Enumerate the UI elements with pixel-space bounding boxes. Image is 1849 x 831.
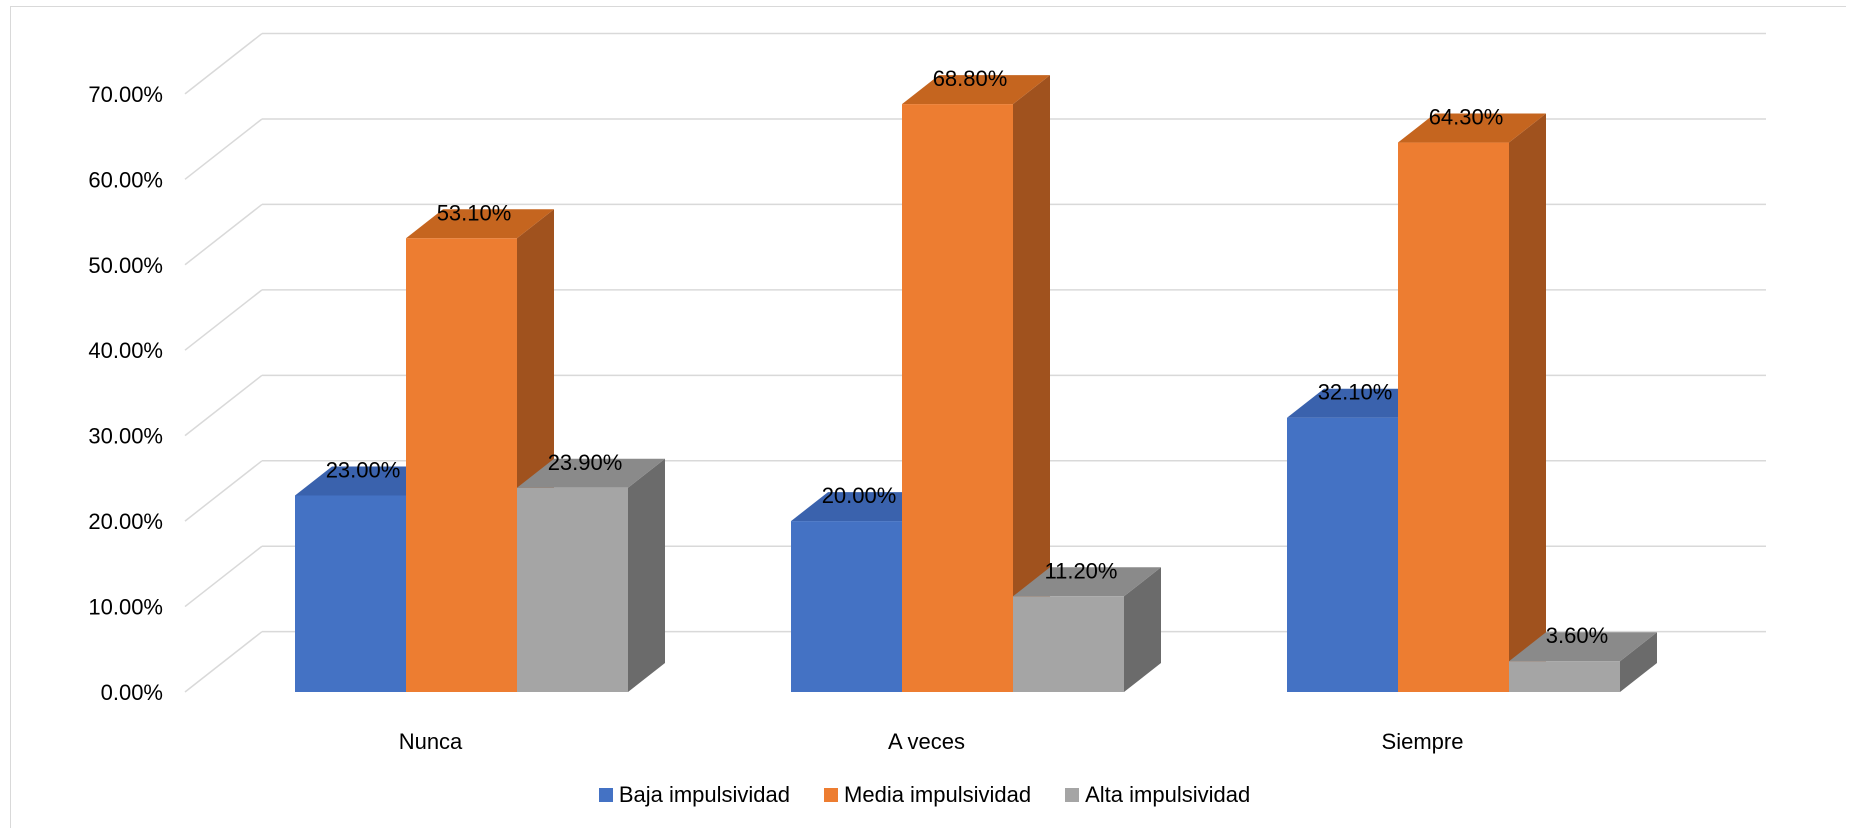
x-tick-label: A veces: [888, 729, 965, 754]
legend-item-baja: Baja impulsividad: [598, 782, 791, 808]
bar-top: [1398, 113, 1546, 143]
bar-side: [1013, 75, 1050, 692]
data-label: 23.00%: [326, 457, 401, 482]
gridline-side: [184, 289, 263, 351]
bar: [1509, 661, 1620, 692]
bar: [791, 521, 902, 692]
legend-label-baja: Baja impulsividad: [618, 782, 791, 807]
gridline-side: [184, 32, 263, 95]
legend-swatch-media: [824, 788, 839, 802]
gridline-side: [184, 631, 263, 693]
data-label: 68.80%: [933, 66, 1008, 91]
bar-side: [628, 458, 665, 692]
data-label: 53.10%: [437, 200, 512, 225]
x-axis: Nunca A veces Siempre: [399, 729, 1464, 754]
data-label: 3.60%: [1546, 623, 1608, 648]
y-axis: 0.00% 10.00% 20.00% 30.00% 40.00% 50.00% 60.00…: [88, 82, 163, 705]
y-tick-label: 60.00%: [88, 167, 163, 192]
gridline-side: [184, 118, 263, 180]
legend-item-media: Media impulsividad: [824, 782, 1031, 808]
gridline-side: [184, 374, 263, 437]
chart-area: [10, 6, 1846, 828]
data-label: 20.00%: [822, 483, 897, 508]
bar: [1013, 596, 1124, 692]
bars: [295, 75, 1657, 692]
bar: [295, 495, 406, 692]
bar-top: [517, 458, 665, 488]
bar: [406, 238, 517, 692]
gridline-side: [184, 460, 263, 522]
data-label: 11.20%: [1045, 558, 1118, 583]
legend-label-alta: Alta impulsividad: [1085, 782, 1251, 807]
bar-top: [1013, 567, 1161, 597]
legend: Baja impulsividad Media impulsividad Alt…: [0, 782, 1849, 808]
bar-top: [406, 209, 554, 239]
bar-side: [1509, 113, 1546, 692]
data-label: 23.90%: [548, 450, 623, 475]
data-labels: 23.00% 53.10% 23.90% 20.00% 68.80% 11.20% 32.1…: [326, 66, 1609, 648]
data-label: 64.30%: [1429, 105, 1504, 130]
y-tick-label: 70.00%: [88, 82, 163, 107]
data-label: 32.10%: [1318, 380, 1393, 405]
bar: [1287, 417, 1398, 692]
y-tick-label: 30.00%: [88, 424, 163, 449]
legend-label-media: Media impulsividad: [844, 782, 1032, 807]
y-tick-label: 10.00%: [88, 595, 163, 620]
y-tick-label: 40.00%: [88, 338, 163, 363]
legend-item-alta: Alta impulsividad: [1065, 782, 1250, 808]
y-tick-label: 50.00%: [88, 253, 163, 278]
gridline-side: [184, 545, 263, 608]
legend-swatch-baja: [598, 788, 613, 802]
bar: [1398, 142, 1509, 692]
bar-side: [1620, 632, 1657, 692]
bar-top: [902, 75, 1050, 105]
legend-swatch-alta: [1065, 788, 1080, 802]
bar: [902, 104, 1013, 692]
x-tick-label: Nunca: [399, 729, 463, 754]
bar: [517, 487, 628, 692]
gridline-side: [184, 203, 263, 266]
bar-top: [1509, 632, 1657, 662]
x-tick-label: Siempre: [1382, 729, 1464, 754]
bar-side: [1124, 567, 1161, 692]
y-tick-label: 20.00%: [88, 509, 163, 534]
y-tick-label: 0.00%: [101, 680, 163, 705]
